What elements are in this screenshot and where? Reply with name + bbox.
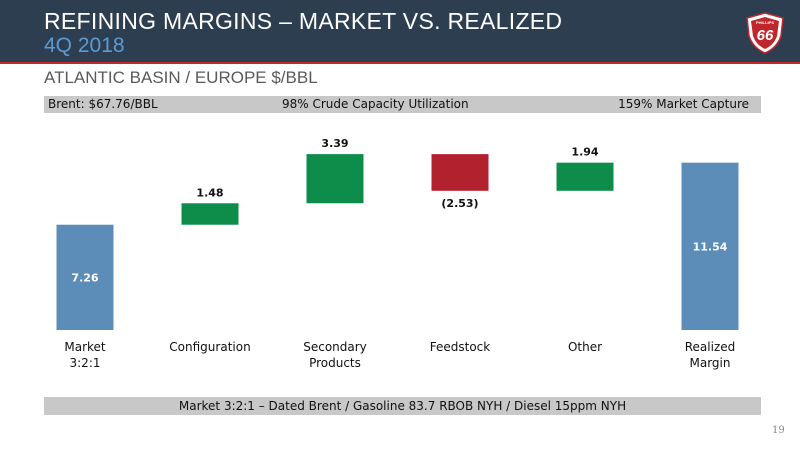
category-label-6: Realized [685, 340, 736, 354]
bar-5 [556, 162, 614, 191]
category-label-5: Other [568, 340, 602, 354]
bar-2 [181, 203, 239, 225]
bar-1 [56, 224, 114, 330]
category-label-1: 3:2:1 [70, 356, 101, 370]
category-label-3: Products [309, 356, 361, 370]
page-number: 19 [772, 425, 785, 436]
data-label-2: 1.48 [196, 186, 223, 199]
info-bar: Brent: $67.76/BBL 98% Crude Capacity Uti… [44, 96, 761, 113]
category-label-1: Market [64, 340, 106, 354]
page-subtitle: 4Q 2018 [44, 34, 125, 57]
data-label-5: 1.94 [571, 146, 598, 159]
category-label-4: Feedstock [430, 340, 491, 354]
bar-4 [431, 154, 489, 191]
page-title: REFINING MARGINS – MARKET VS. REALIZED [44, 8, 563, 34]
phillips66-logo: 66 PHILLIPS [746, 12, 784, 54]
bar-3 [306, 154, 364, 204]
section-title: ATLANTIC BASIN / EUROPE $/BBL [44, 68, 318, 87]
data-label-6: 11.54 [693, 240, 728, 253]
data-label-3: 3.39 [321, 137, 348, 150]
market-capture: 159% Market Capture [618, 97, 749, 111]
category-label-2: Configuration [169, 340, 250, 354]
category-label-6: Margin [690, 356, 731, 370]
footer-note: Market 3:2:1 – Dated Brent / Gasoline 83… [44, 397, 761, 415]
bar-6 [681, 162, 739, 330]
brent-price: Brent: $67.76/BBL [48, 97, 158, 111]
data-label-4: (2.53) [441, 197, 478, 210]
capacity-utilization: 98% Crude Capacity Utilization [282, 97, 469, 111]
svg-text:66: 66 [757, 27, 774, 44]
header-bar [0, 0, 800, 62]
data-label-1: 7.26 [71, 271, 98, 284]
svg-text:PHILLIPS: PHILLIPS [756, 20, 774, 25]
category-label-3: Secondary [303, 340, 367, 354]
header-divider [0, 62, 800, 64]
